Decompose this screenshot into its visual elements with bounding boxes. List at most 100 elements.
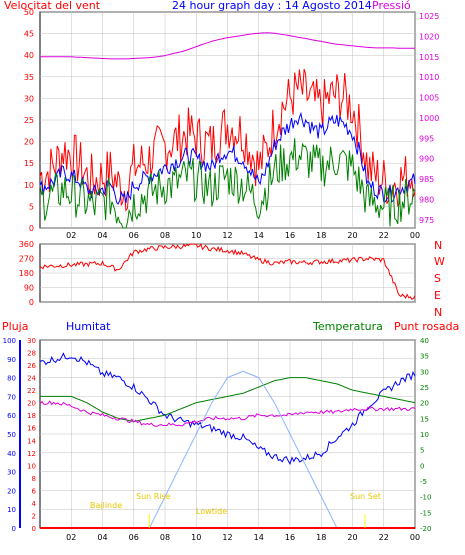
- temp-tick-label: -5: [420, 478, 427, 486]
- rain-tick-label: 8: [32, 475, 36, 483]
- rain-title: Pluja: [2, 320, 28, 333]
- hum-x-tick-label: 00: [410, 533, 420, 542]
- header-left-label: Velocitat del vent: [4, 0, 101, 12]
- annotation-sun-rise: Sun Rise: [136, 492, 171, 501]
- rain-tick-label: 2: [32, 512, 36, 520]
- wind-left-tick-label: 45: [24, 30, 34, 39]
- hum-tick-label: 40: [7, 450, 16, 458]
- hum-tick-label: 30: [7, 469, 16, 477]
- annotation-lowtide: Lowtide: [196, 507, 227, 516]
- annotation-bajlinde: Bajlinde: [90, 501, 122, 510]
- wind-left-tick-label: 20: [24, 138, 34, 147]
- rain-tick-label: 14: [27, 437, 36, 445]
- hum-x-tick-label: 22: [379, 533, 389, 542]
- wind-x-tick-label: 04: [97, 231, 107, 240]
- hum-tick-label: 70: [7, 393, 16, 401]
- hum-tick-label: 0: [12, 525, 16, 533]
- dir-left-tick-label: 0: [29, 298, 34, 307]
- hum-x-tick-label: 04: [97, 533, 107, 542]
- temp-tick-label: 30: [420, 368, 429, 376]
- dir-label-e: E: [434, 289, 441, 302]
- wind-left-tick-label: 0: [29, 224, 34, 233]
- wind-right-tick-label: 1000: [419, 114, 439, 123]
- wind-right-tick-label: 1015: [419, 53, 439, 62]
- rain-tick-label: 10: [27, 462, 36, 470]
- wind-x-tick-label: 12: [222, 231, 232, 240]
- temp-tick-label: 5: [420, 447, 424, 455]
- wind-left-tick-label: 35: [24, 73, 34, 82]
- wind-left-tick-label: 50: [24, 8, 34, 17]
- hum-tick-label: 50: [7, 431, 16, 439]
- wind-x-tick-label: 22: [379, 231, 389, 240]
- wind-x-tick-label: 02: [66, 231, 76, 240]
- wind-left-tick-label: 40: [24, 51, 34, 60]
- temp-tick-label: -10: [420, 494, 431, 502]
- dir-left-tick-label: 180: [19, 269, 34, 278]
- wind-x-tick-label: 18: [316, 231, 326, 240]
- dir-left-tick-label: 90: [24, 284, 34, 293]
- temp-tick-label: 35: [420, 353, 429, 361]
- rain-tick-label: 6: [32, 487, 37, 495]
- wind-left-tick-label: 5: [29, 202, 34, 211]
- temp-tick-label: 40: [420, 337, 429, 345]
- header-right-label: Pressió: [372, 0, 411, 12]
- wind-right-tick-label: 985: [419, 175, 434, 184]
- hum-x-tick-label: 20: [347, 533, 357, 542]
- hum-tick-label: 60: [7, 412, 16, 420]
- wind-right-tick-label: 990: [419, 155, 434, 164]
- rain-tick-label: 0: [32, 525, 36, 533]
- wind-right-tick-label: 980: [419, 195, 434, 204]
- wind-left-tick-label: 25: [24, 116, 34, 125]
- temp-tick-label: 15: [420, 415, 429, 423]
- hum-tick-label: 100: [3, 337, 16, 345]
- wind-left-tick-label: 30: [24, 94, 34, 103]
- humidity-title: Humitat: [66, 320, 111, 333]
- rain-tick-label: 24: [27, 375, 36, 383]
- annotation-sun-set: Sun Set: [350, 492, 381, 501]
- wind-x-tick-label: 16: [285, 231, 295, 240]
- temp-tick-label: 20: [420, 400, 429, 408]
- wind-x-tick-label: 10: [191, 231, 201, 240]
- dir-left-tick-label: 360: [19, 240, 34, 249]
- hum-x-tick-label: 02: [66, 533, 76, 542]
- hum-x-tick-label: 16: [285, 533, 295, 542]
- wind-right-tick-label: 1010: [419, 73, 439, 82]
- rain-tick-label: 20: [27, 400, 36, 408]
- temp-tick-label: 25: [420, 384, 429, 392]
- temp-tick-label: 10: [420, 431, 429, 439]
- wind-x-tick-label: 06: [129, 231, 139, 240]
- temp-tick-label: 0: [420, 462, 424, 470]
- hum-tick-label: 10: [7, 506, 16, 514]
- wind-left-tick-label: 15: [24, 159, 34, 168]
- hum-tick-label: 90: [7, 356, 16, 364]
- hum-x-tick-label: 12: [222, 533, 232, 542]
- dir-label-n-bottom: N: [434, 306, 442, 319]
- hum-x-tick-label: 06: [129, 533, 139, 542]
- rain-tick-label: 4: [32, 500, 37, 508]
- rain-tick-label: 16: [27, 425, 36, 433]
- hum-x-tick-label: 14: [254, 533, 264, 542]
- temperature-title: Temperatura: [312, 320, 383, 333]
- hum-tick-label: 80: [7, 375, 16, 383]
- temp-tick-label: -15: [420, 509, 431, 517]
- wind-x-tick-label: 14: [254, 231, 264, 240]
- wind-x-tick-label: 20: [347, 231, 357, 240]
- hum-tick-label: 20: [7, 487, 16, 495]
- dir-label-n-top: N: [434, 239, 442, 252]
- rain-tick-label: 22: [27, 387, 36, 395]
- header-title: 24 hour graph day : 14 Agosto 2014: [172, 0, 372, 12]
- wind-x-tick-label: 08: [160, 231, 170, 240]
- temp-tick-label: -20: [420, 525, 431, 533]
- rain-tick-label: 26: [27, 362, 36, 370]
- wind-x-tick-label: 00: [410, 231, 420, 240]
- dir-label-s: S: [434, 272, 441, 285]
- rain-tick-label: 12: [27, 450, 36, 458]
- hum-x-tick-label: 18: [316, 533, 326, 542]
- hum-x-tick-label: 10: [191, 533, 201, 542]
- hum-x-tick-label: 08: [160, 533, 170, 542]
- dewpoint-title: Punt rosada: [394, 320, 459, 333]
- wind-right-tick-label: 995: [419, 134, 434, 143]
- wind-right-tick-label: 1020: [419, 32, 439, 41]
- dir-left-tick-label: 270: [19, 255, 34, 264]
